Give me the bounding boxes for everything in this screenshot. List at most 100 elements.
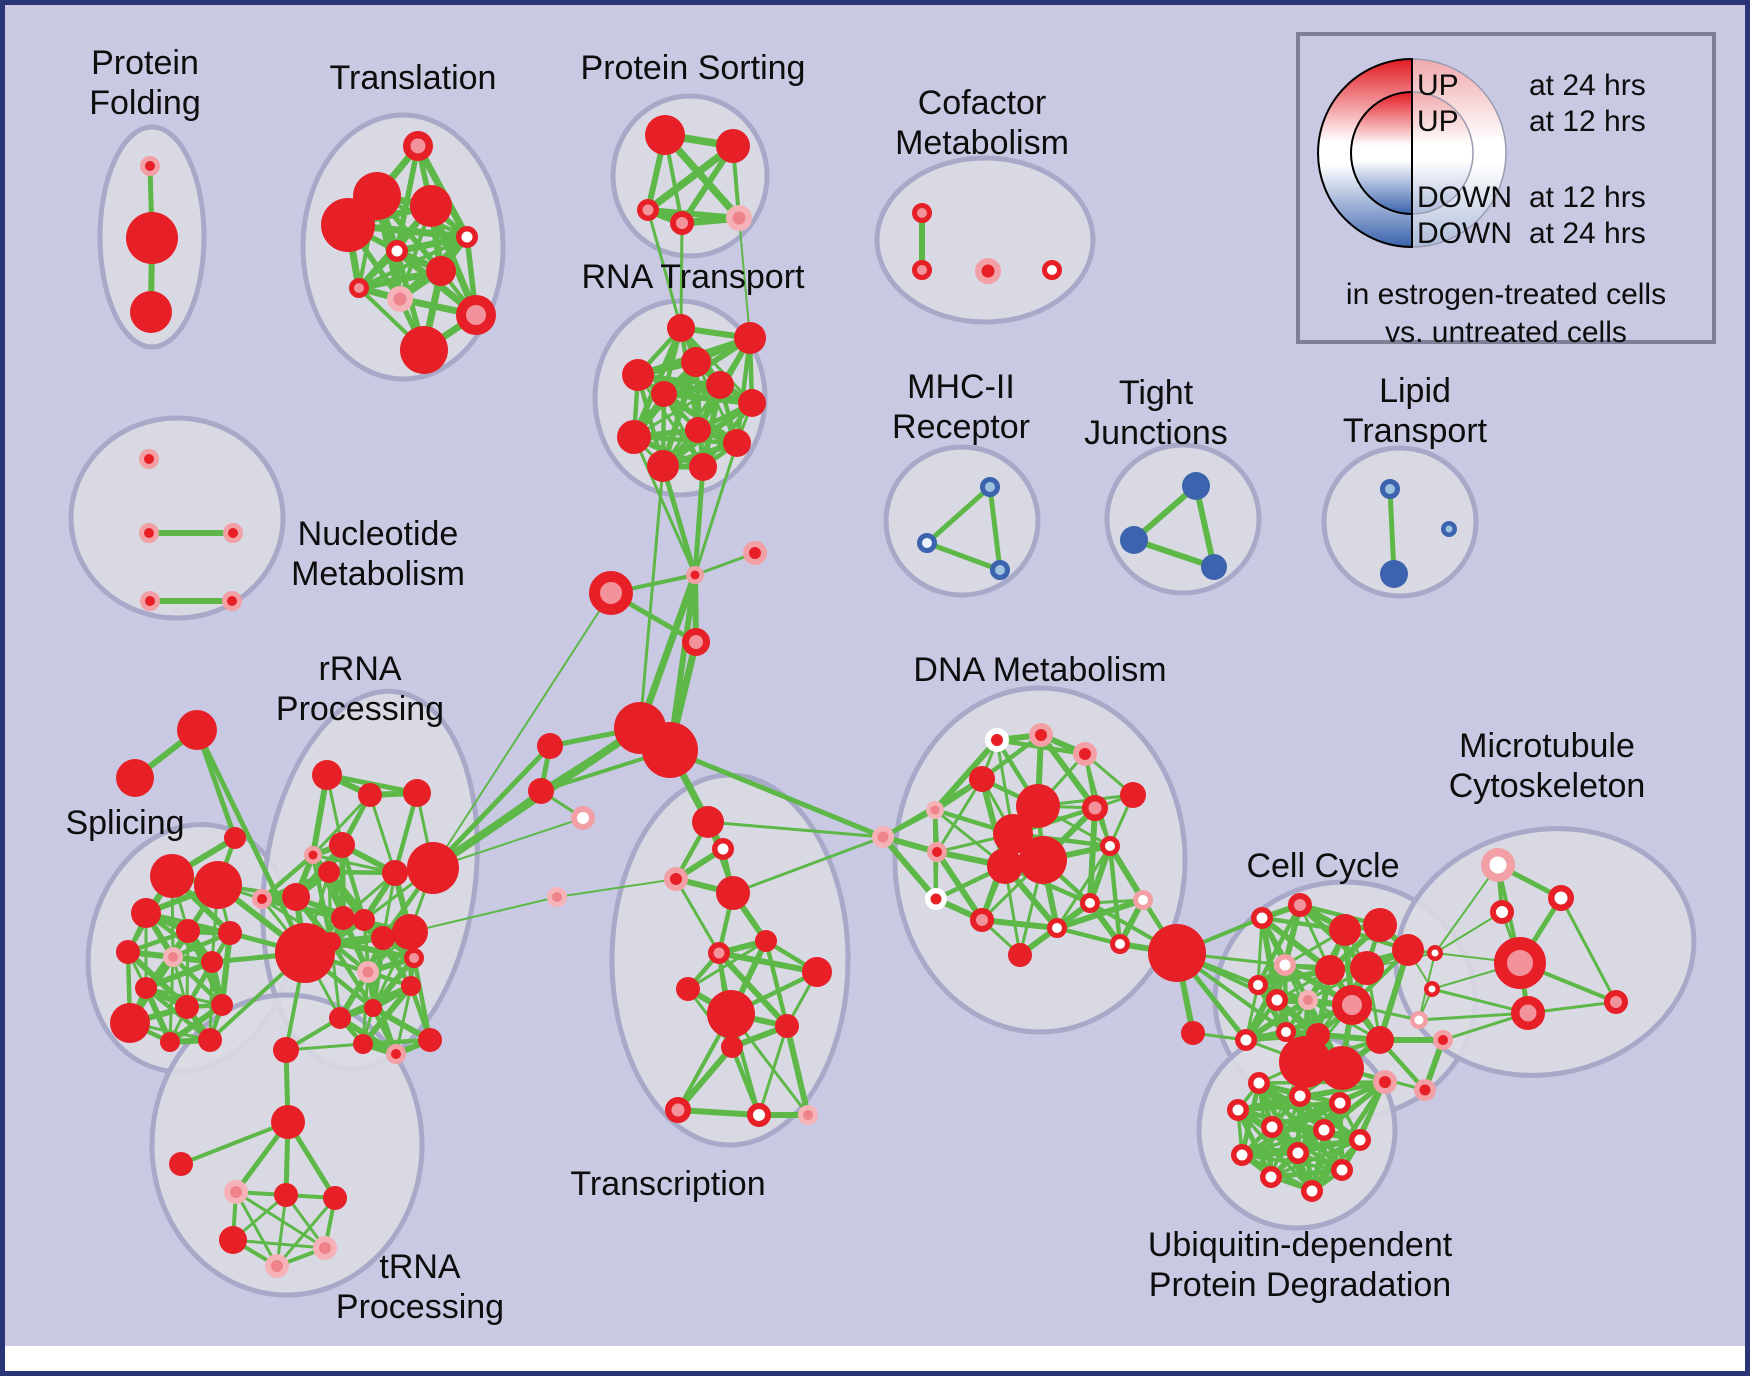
node-rna_transport [685, 417, 711, 443]
node-rna_transport [681, 347, 711, 377]
edge-trna [234, 1190, 279, 1268]
node-splicing [175, 995, 199, 1019]
node-dna [927, 842, 947, 862]
edge-rna_transport [661, 391, 755, 406]
node-rna_transport [617, 420, 651, 454]
link-rna_transport-backbone [660, 463, 698, 578]
node-protein_folding [130, 291, 172, 333]
cluster-label-rna_transport-line1: RNA Transport [582, 258, 806, 296]
cluster-ellipse-cofactor [874, 155, 1096, 325]
cluster-label-rrna-line1: rRNA [318, 650, 401, 688]
link-transcription-dna [706, 820, 885, 839]
link-protein_sorting-rna_transport [679, 221, 684, 330]
node-cell_cycle [1332, 985, 1372, 1025]
cluster-label-protein_sorting-line1: Protein Sorting [581, 49, 806, 87]
node-trna [265, 1254, 289, 1278]
edge-splicing [219, 930, 233, 1008]
link-backbone-dna [667, 747, 886, 840]
node-splicing [224, 827, 246, 849]
node-splicing [201, 951, 223, 973]
cluster-label-cofactor-line2: Metabolism [895, 124, 1069, 162]
node-protein_sorting [716, 129, 750, 163]
node-rna_transport [689, 453, 717, 481]
node-trna [274, 1183, 298, 1207]
legend-up-24-time: at 24 hrs [1529, 69, 1646, 102]
edge-splicing [170, 954, 225, 1008]
node-ubiquitin [1373, 1070, 1397, 1094]
node-cell_cycle [1248, 975, 1268, 995]
node-rrna [386, 1044, 406, 1064]
node-rrna [275, 923, 335, 983]
node-cell_cycle [1320, 1046, 1364, 1090]
cluster-label-mhc-line2: Receptor [892, 408, 1030, 446]
legend-box: UP at 24 hrs UP at 12 hrs DOWN at 12 hrs… [1296, 32, 1716, 349]
node-splicing [198, 1028, 222, 1052]
node-translation [410, 185, 452, 227]
node-splicing [163, 947, 183, 967]
node-transcription [798, 1105, 818, 1125]
node-protein_sorting [637, 199, 659, 221]
node-microtubule [1481, 848, 1515, 882]
node-cofactor [975, 258, 1001, 284]
node-microtubule [1494, 937, 1546, 989]
edge-rna_transport [660, 359, 699, 469]
node-transcription [712, 838, 734, 860]
edge-splicing [208, 960, 214, 1042]
node-backbone [743, 541, 767, 565]
link-rrna-backbone [409, 896, 558, 933]
cluster-label-lipid-line1: Lipid [1379, 372, 1451, 410]
edge-dna [880, 834, 939, 902]
node-rrna [401, 976, 421, 996]
node-splicing [110, 1003, 150, 1043]
node-microtubule [1548, 885, 1574, 911]
edge-ubiquitin [1235, 1079, 1388, 1113]
node-backbone [642, 722, 698, 778]
node-splicing [176, 919, 200, 943]
cluster-label-protein_folding-line2: Folding [89, 84, 201, 122]
node-splicing [131, 898, 161, 928]
edge-ubiquitin [1270, 1080, 1387, 1129]
cluster-label-protein_folding-line1: Protein [91, 44, 199, 82]
legend-up-24-label: UP [1417, 69, 1459, 102]
node-rrna [392, 914, 428, 950]
node-dna [1016, 784, 1060, 828]
node-dna [1133, 890, 1153, 910]
node-lipid [1380, 479, 1400, 499]
cluster-label-ubiquitin-line1: Ubiquitin-dependent [1148, 1226, 1453, 1264]
node-ubiquitin [1301, 1180, 1323, 1202]
node-cell_cycle [1276, 1022, 1296, 1042]
node-transcription [716, 876, 750, 910]
node-translation [386, 240, 408, 262]
node-nucleotide [139, 449, 159, 469]
node-transcription [802, 957, 832, 987]
node-protein_sorting [670, 211, 694, 235]
edge-dna [1107, 843, 1123, 947]
node-translation [349, 278, 369, 298]
node-dna [1019, 836, 1067, 884]
node-dna [1120, 782, 1146, 808]
node-protein_folding [140, 156, 160, 176]
edge-mhc [987, 484, 1003, 573]
node-nucleotide [223, 523, 243, 543]
node-protein_sorting [645, 115, 685, 155]
cluster-label-tight-line1: Tight [1119, 374, 1194, 412]
node-dna [1181, 1021, 1205, 1045]
node-dna [970, 908, 994, 932]
edge-rna_transport [734, 335, 753, 446]
node-splicing [116, 940, 140, 964]
cluster-label-trna-line2: Processing [336, 1288, 504, 1326]
node-transcription [665, 1097, 691, 1123]
link-rna_transport-backbone [632, 435, 697, 577]
edge-trna [234, 1190, 327, 1250]
node-ubiquitin [1331, 1159, 1353, 1181]
cluster-label-microtubule-line2: Cytoskeleton [1449, 767, 1646, 805]
edge-mhc [924, 484, 993, 546]
legend-down-24-time: at 24 hrs [1529, 217, 1646, 250]
edge-trna [179, 1120, 290, 1166]
edge-microtubule [1434, 911, 1503, 954]
node-cell_cycle [1274, 954, 1296, 976]
node-dna [985, 728, 1009, 752]
node-cell_cycle [1266, 989, 1288, 1011]
node-ubiquitin [1248, 1072, 1270, 1094]
